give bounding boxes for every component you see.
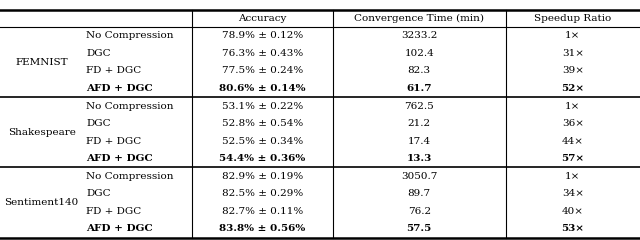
Text: No Compression: No Compression	[86, 102, 174, 111]
Text: Sentiment140: Sentiment140	[4, 198, 79, 207]
Text: Speedup Ratio: Speedup Ratio	[534, 14, 611, 23]
Text: 3050.7: 3050.7	[401, 172, 437, 181]
Text: 82.9% ± 0.19%: 82.9% ± 0.19%	[222, 172, 303, 181]
Text: 77.5% ± 0.24%: 77.5% ± 0.24%	[222, 66, 303, 76]
Text: 3233.2: 3233.2	[401, 31, 437, 40]
Text: 54.4% ± 0.36%: 54.4% ± 0.36%	[220, 154, 305, 163]
Text: Accuracy: Accuracy	[238, 14, 287, 23]
Text: FD + DGC: FD + DGC	[86, 137, 141, 146]
Text: AFD + DGC: AFD + DGC	[86, 84, 153, 93]
Text: 40×: 40×	[562, 207, 584, 216]
Text: 78.9% ± 0.12%: 78.9% ± 0.12%	[222, 31, 303, 40]
Text: 52.8% ± 0.54%: 52.8% ± 0.54%	[222, 119, 303, 128]
Text: FEMNIST: FEMNIST	[15, 58, 68, 67]
Text: 82.5% ± 0.29%: 82.5% ± 0.29%	[222, 189, 303, 198]
Text: 82.7% ± 0.11%: 82.7% ± 0.11%	[222, 207, 303, 216]
Text: FD + DGC: FD + DGC	[86, 66, 141, 76]
Text: DGC: DGC	[86, 119, 111, 128]
Text: 82.3: 82.3	[408, 66, 431, 76]
Text: 53×: 53×	[561, 224, 584, 233]
Text: 52×: 52×	[561, 84, 584, 93]
Text: Convergence Time (min): Convergence Time (min)	[354, 14, 484, 23]
Text: 39×: 39×	[562, 66, 584, 76]
Text: 52.5% ± 0.34%: 52.5% ± 0.34%	[222, 137, 303, 146]
Text: 89.7: 89.7	[408, 189, 431, 198]
Text: 17.4: 17.4	[408, 137, 431, 146]
Text: 36×: 36×	[562, 119, 584, 128]
Text: 31×: 31×	[562, 49, 584, 58]
Text: 34×: 34×	[562, 189, 584, 198]
Text: Shakespeare: Shakespeare	[8, 128, 76, 137]
Text: 76.3% ± 0.43%: 76.3% ± 0.43%	[222, 49, 303, 58]
Text: 57×: 57×	[561, 154, 584, 163]
Text: DGC: DGC	[86, 49, 111, 58]
Text: 21.2: 21.2	[408, 119, 431, 128]
Text: 1×: 1×	[565, 172, 580, 181]
Text: 83.8% ± 0.56%: 83.8% ± 0.56%	[220, 224, 305, 233]
Text: 61.7: 61.7	[406, 84, 432, 93]
Text: DGC: DGC	[86, 189, 111, 198]
Text: FD + DGC: FD + DGC	[86, 207, 141, 216]
Text: AFD + DGC: AFD + DGC	[86, 224, 153, 233]
Text: 80.6% ± 0.14%: 80.6% ± 0.14%	[219, 84, 306, 93]
Text: 44×: 44×	[562, 137, 584, 146]
Text: 1×: 1×	[565, 102, 580, 111]
Text: 762.5: 762.5	[404, 102, 434, 111]
Text: 102.4: 102.4	[404, 49, 434, 58]
Text: No Compression: No Compression	[86, 172, 174, 181]
Text: 53.1% ± 0.22%: 53.1% ± 0.22%	[222, 102, 303, 111]
Text: AFD + DGC: AFD + DGC	[86, 154, 153, 163]
Text: 76.2: 76.2	[408, 207, 431, 216]
Text: No Compression: No Compression	[86, 31, 174, 40]
Text: 13.3: 13.3	[406, 154, 432, 163]
Text: 57.5: 57.5	[406, 224, 432, 233]
Text: 1×: 1×	[565, 31, 580, 40]
